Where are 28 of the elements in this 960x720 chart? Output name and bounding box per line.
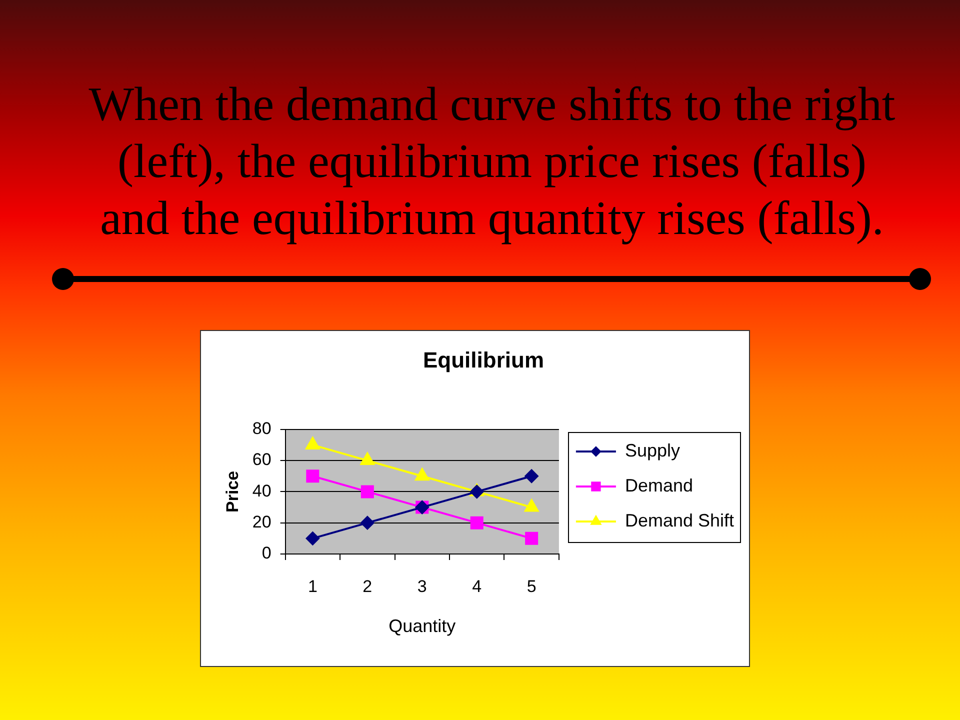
y-axis-title: Price xyxy=(222,470,242,512)
point xyxy=(360,485,374,498)
point xyxy=(306,470,320,483)
point xyxy=(524,469,539,484)
point xyxy=(470,484,484,499)
point xyxy=(306,531,320,546)
x-tick-label: 3 xyxy=(417,576,427,596)
y-tick-label: 0 xyxy=(262,544,272,563)
x-axis-title: Quantity xyxy=(388,616,456,636)
x-tick-label: 4 xyxy=(472,576,482,596)
x-tick-label: 1 xyxy=(308,576,318,596)
legend-label: Demand Shift xyxy=(624,510,734,530)
y-tick-label: 60 xyxy=(252,450,272,470)
y-tick-label: 20 xyxy=(252,512,272,532)
point xyxy=(360,516,374,530)
legend-label: Demand xyxy=(624,475,693,496)
point xyxy=(414,468,430,481)
legend-label: Supply xyxy=(624,440,680,460)
text: When the demand curve shifts to the right (left), the equilibrium price rises (falls) and the equilibrium quantity rises (falls). xyxy=(88,77,896,247)
point xyxy=(360,452,375,466)
point xyxy=(305,436,320,450)
point xyxy=(525,532,538,545)
y-tick-label: 40 xyxy=(252,481,272,500)
y-tick-label: 80 xyxy=(252,419,272,438)
point xyxy=(470,516,484,530)
x-tick-label: 5 xyxy=(526,576,536,596)
x-tick-label: 2 xyxy=(362,576,372,596)
chart-title: Equilibrium xyxy=(423,347,544,372)
